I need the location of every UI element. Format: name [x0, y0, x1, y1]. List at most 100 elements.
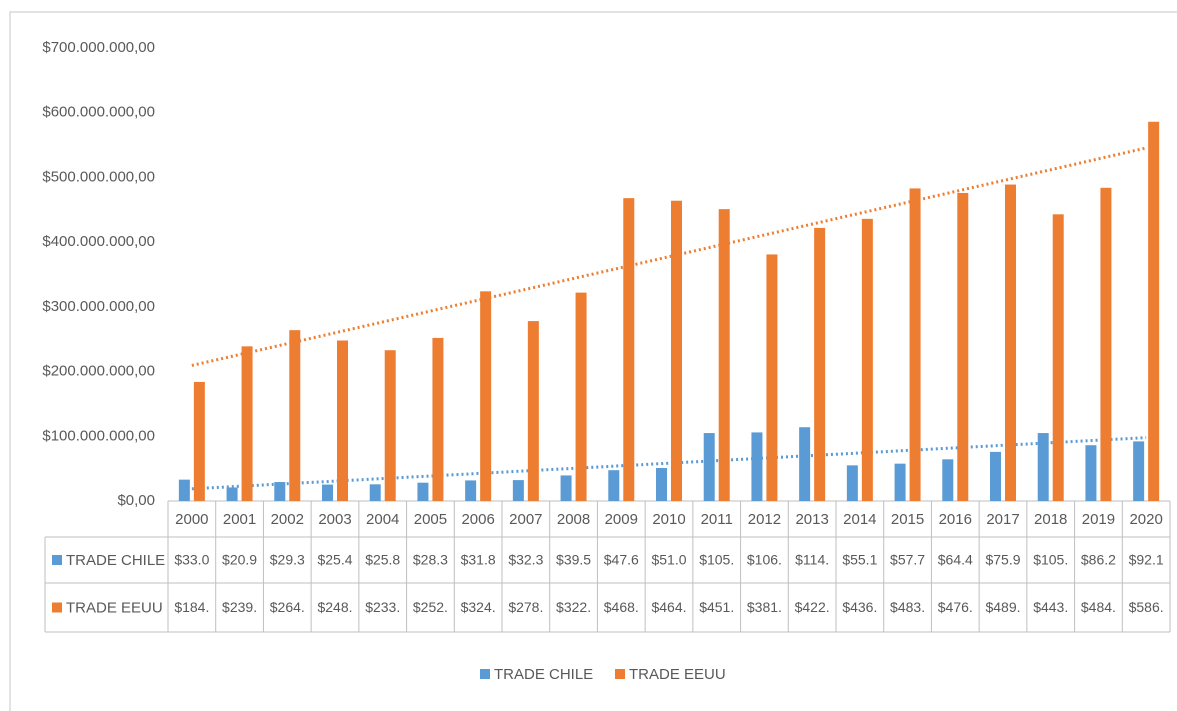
bar	[465, 480, 477, 501]
table-cell: $324.	[461, 599, 496, 615]
bar	[718, 209, 730, 502]
bar	[1052, 214, 1064, 501]
bar	[575, 292, 587, 501]
bar	[241, 346, 253, 501]
legend-key	[480, 669, 490, 679]
bar	[990, 451, 1001, 501]
bar	[417, 482, 429, 501]
table-cell: $436.	[842, 599, 877, 615]
bar	[1148, 121, 1160, 501]
bar	[226, 487, 238, 501]
table-cell: $75.9	[985, 552, 1020, 568]
bar	[1085, 445, 1097, 501]
y-tick-label: $100.000.000,00	[42, 427, 155, 444]
table-cell: $483.	[890, 599, 925, 615]
x-tick-label: 2019	[1082, 511, 1115, 528]
y-tick-label: $500.000.000,00	[42, 168, 155, 185]
table-cell: $422.	[795, 599, 830, 615]
table-cell: $381.	[747, 599, 782, 615]
bar	[623, 198, 635, 501]
table-cell: $32.3	[508, 552, 543, 568]
bar	[274, 482, 286, 501]
bar	[512, 480, 524, 501]
table-cell: $106.	[747, 552, 782, 568]
table-cell: $443.	[1033, 599, 1068, 615]
table-cell: $86.2	[1081, 552, 1116, 568]
x-tick-label: 2017	[986, 511, 1019, 528]
table-cell: $484.	[1081, 599, 1116, 615]
x-tick-label: 2008	[557, 511, 590, 528]
table-legend-key	[52, 555, 62, 565]
table-cell: $464.	[651, 599, 686, 615]
x-tick-label: 2016	[939, 511, 972, 528]
bar	[322, 484, 333, 501]
y-tick-label: $400.000.000,00	[42, 233, 155, 250]
bar	[766, 254, 778, 501]
table-cell: $105.	[1033, 552, 1068, 568]
table-cell: $252.	[413, 599, 448, 615]
table-cell: $468.	[604, 599, 639, 615]
bar	[909, 188, 921, 501]
bar	[432, 337, 444, 501]
y-tick-label: $0,00	[117, 492, 155, 509]
trendline	[191, 436, 1147, 491]
table-cell: $489.	[985, 599, 1020, 615]
y-tick-label: $600.000.000,00	[42, 104, 155, 121]
table-cell: $47.6	[604, 552, 639, 568]
x-tick-label: 2000	[175, 511, 208, 528]
table-cell: $39.5	[556, 552, 591, 568]
bar	[1005, 184, 1016, 501]
bar	[751, 432, 763, 501]
table-cell: $92.1	[1129, 552, 1164, 568]
trendline	[191, 146, 1147, 367]
bar	[671, 200, 682, 501]
table-cell: $248.	[317, 599, 352, 615]
bar	[193, 381, 205, 501]
table-row-label: TRADE CHILE	[66, 552, 165, 569]
bar	[608, 470, 620, 501]
table-cell: $184.	[174, 599, 209, 615]
bar	[799, 427, 811, 501]
x-tick-label: 2010	[652, 511, 685, 528]
x-tick-label: 2014	[843, 511, 876, 528]
table-cell: $105.	[699, 552, 734, 568]
table-cell: $57.7	[890, 552, 925, 568]
table-cell: $278.	[508, 599, 543, 615]
bar	[337, 340, 348, 501]
table-cell: $25.4	[317, 552, 352, 568]
legend-label: TRADE CHILE	[494, 666, 593, 683]
table-cell: $64.4	[938, 552, 973, 568]
x-tick-label: 2009	[605, 511, 638, 528]
table-cell: $451.	[699, 599, 734, 615]
legend-label: TRADE EEUU	[629, 666, 726, 683]
chart-border	[9, 11, 1177, 711]
table-row-label: TRADE EEUU	[66, 599, 163, 616]
x-tick-label: 2020	[1129, 511, 1162, 528]
table-cell: $55.1	[842, 552, 877, 568]
table-cell: $51.0	[651, 552, 686, 568]
table-cell: $25.8	[365, 552, 400, 568]
x-tick-label: 2005	[414, 511, 447, 528]
bar	[384, 350, 396, 501]
table-cell: $264.	[270, 599, 305, 615]
table-cell: $322.	[556, 599, 591, 615]
bar	[656, 467, 667, 501]
x-tick-label: 2013	[795, 511, 828, 528]
table-cell: $586.	[1129, 599, 1164, 615]
bar	[560, 475, 572, 501]
x-tick-label: 2007	[509, 511, 542, 528]
table-cell: $114.	[795, 552, 829, 568]
bar	[1100, 187, 1112, 502]
bar	[957, 192, 969, 501]
table-cell: $20.9	[222, 552, 257, 568]
table-cell: $476.	[938, 599, 973, 615]
bar	[703, 433, 715, 501]
bar	[369, 484, 381, 501]
bar	[846, 465, 858, 501]
bar	[527, 321, 539, 501]
x-tick-label: 2006	[461, 511, 494, 528]
bar	[894, 463, 906, 501]
x-tick-label: 2018	[1034, 511, 1067, 528]
